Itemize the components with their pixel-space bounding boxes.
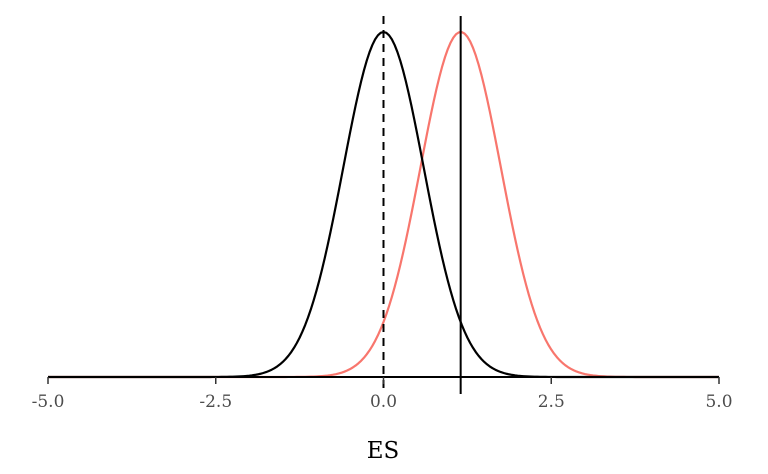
x-tick-label: -2.5 <box>199 392 232 412</box>
x-tick-label: 0.0 <box>370 392 397 412</box>
x-axis: -5.0 -2.5 0.0 2.5 5.0 <box>32 376 733 412</box>
x-tick-label: -5.0 <box>32 392 65 412</box>
x-tick-label: 2.5 <box>538 392 565 412</box>
reference-lines <box>382 16 462 394</box>
x-tick-label: 5.0 <box>705 392 732 412</box>
x-axis-title: ES <box>367 438 400 464</box>
